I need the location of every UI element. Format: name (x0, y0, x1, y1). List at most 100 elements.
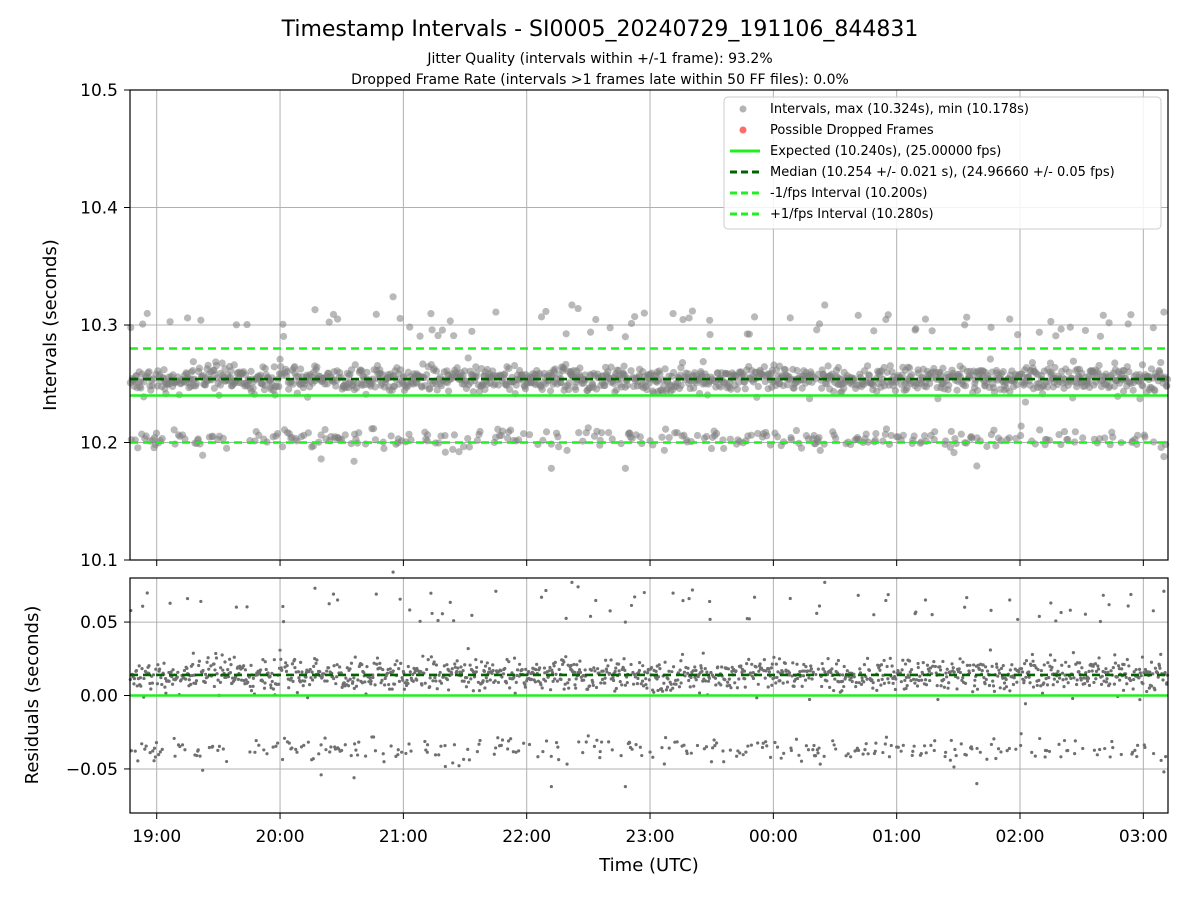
residual-point (1060, 671, 1065, 675)
interval-point (537, 313, 546, 321)
interval-point (261, 364, 269, 373)
interval-point (870, 327, 878, 335)
residual-point (432, 660, 436, 664)
residual-point (447, 669, 451, 673)
interval-point (1017, 431, 1025, 440)
residual-point (736, 749, 740, 753)
residual-point (908, 670, 912, 674)
residual-point (582, 678, 586, 682)
residual-point (371, 735, 376, 739)
residual-point (1159, 652, 1163, 656)
residual-point (957, 667, 961, 671)
interval-point (1028, 359, 1037, 367)
residuals-y-axis-label: Residuals (seconds) (22, 606, 43, 785)
residual-point (544, 739, 549, 743)
residual-point (465, 675, 469, 680)
residual-point (588, 614, 593, 618)
residual-point (145, 591, 149, 595)
residual-point (336, 598, 340, 602)
interval-point (627, 319, 636, 328)
intervals-y-tick-label: 10.3 (80, 316, 118, 336)
residual-point (464, 685, 469, 689)
residual-point (1001, 676, 1005, 680)
residual-point (601, 669, 605, 673)
residual-point (1046, 661, 1050, 665)
interval-point (219, 434, 227, 442)
residual-point (910, 667, 914, 672)
residual-point (203, 680, 207, 685)
residual-point (777, 657, 782, 661)
residual-point (299, 660, 303, 664)
residual-point (894, 677, 898, 681)
residual-point (860, 676, 864, 680)
residual-point (599, 681, 603, 685)
interval-point (832, 434, 840, 442)
residual-point (212, 684, 216, 689)
interval-point (160, 366, 168, 374)
residual-point (879, 683, 883, 687)
residual-point (628, 741, 632, 745)
interval-point (660, 446, 668, 454)
interval-point (460, 443, 468, 451)
residual-point (916, 661, 920, 666)
interval-point (520, 430, 528, 438)
residual-point (634, 743, 638, 747)
residual-point (221, 668, 225, 672)
interval-point (1125, 368, 1133, 376)
residual-point (944, 671, 948, 675)
residual-point (737, 677, 741, 681)
residual-point (1037, 678, 1041, 682)
residual-point (783, 661, 787, 665)
residual-point (232, 655, 236, 659)
legend-label-intervals: Intervals, max (10.324s), min (10.178s) (770, 102, 1029, 117)
residual-point (453, 662, 457, 666)
residual-point (687, 678, 691, 683)
residual-point (747, 657, 751, 661)
residual-point (703, 667, 707, 671)
interval-point (450, 332, 458, 340)
interval-point (699, 358, 707, 366)
residual-point (768, 755, 773, 759)
interval-point (465, 443, 474, 451)
residual-point (802, 662, 806, 667)
residual-point (690, 588, 695, 592)
residual-point (462, 679, 466, 683)
interval-point (1047, 317, 1055, 326)
residual-point (573, 683, 577, 687)
residual-point (1094, 669, 1099, 673)
residual-point (344, 676, 348, 680)
interval-point (576, 364, 584, 372)
interval-point (142, 432, 150, 440)
residual-point (575, 663, 579, 667)
interval-point (834, 363, 842, 372)
residual-point (423, 681, 427, 685)
residual-point (1149, 660, 1154, 664)
interval-point (321, 425, 329, 434)
residual-point (998, 686, 1002, 690)
interval-point (830, 387, 838, 396)
interval-point (1139, 382, 1147, 390)
residual-point (953, 747, 957, 752)
residual-point (356, 678, 360, 682)
residual-point (355, 753, 360, 757)
interval-point (1136, 395, 1144, 403)
interval-point (1006, 315, 1014, 323)
residual-point (569, 663, 573, 668)
residual-point (901, 743, 905, 747)
residual-point (191, 651, 195, 655)
residual-point (745, 662, 749, 666)
residual-point (968, 663, 972, 667)
residual-point (622, 657, 626, 661)
residual-point (623, 683, 628, 687)
residual-point (923, 598, 928, 602)
residual-point (873, 749, 877, 753)
residual-point (659, 687, 664, 691)
residual-point (719, 683, 723, 687)
interval-point (505, 364, 513, 373)
residual-point (323, 736, 327, 740)
interval-point (1055, 431, 1063, 439)
interval-point (565, 379, 573, 387)
residual-point (1132, 677, 1136, 682)
residual-point (494, 589, 498, 593)
residual-point (470, 613, 474, 617)
